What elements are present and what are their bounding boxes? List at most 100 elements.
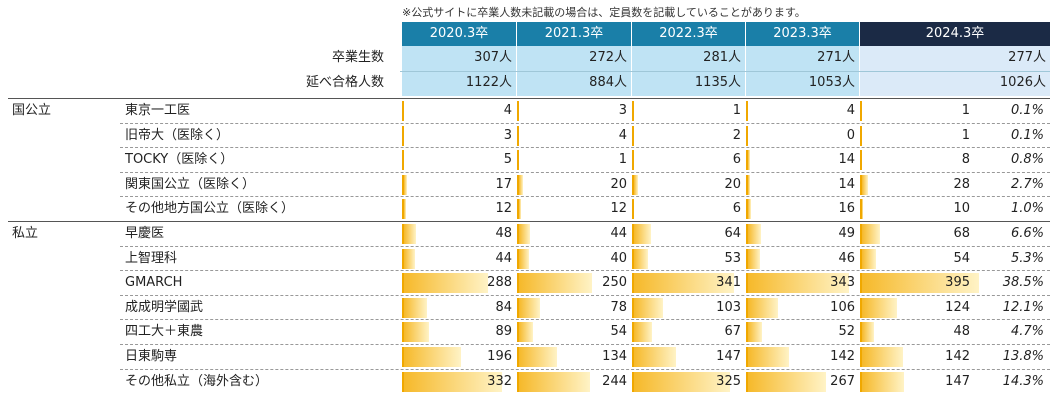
value-number: 12 (610, 201, 627, 216)
value-number: 8 (961, 152, 970, 167)
value-bar (860, 347, 903, 367)
stat-value: 1026人 (999, 75, 1046, 90)
row-label: 成成明学國武 (125, 300, 204, 315)
value-bar (517, 322, 534, 342)
percentage: 1.0% (1010, 201, 1044, 216)
row-label: GMARCH (125, 275, 183, 290)
value-bar (402, 347, 461, 367)
row-divider (120, 295, 1050, 296)
value-number: 288 (487, 275, 512, 290)
value-number: 78 (610, 300, 627, 315)
value-bar (746, 224, 761, 244)
row-divider (120, 319, 1050, 320)
row-label: 日東駒専 (125, 349, 178, 364)
value-bar (402, 322, 429, 342)
percentage: 13.8% (1002, 349, 1044, 364)
value-bar (746, 249, 760, 269)
value-bar (517, 199, 521, 219)
value-bar (632, 199, 634, 219)
year-header: 2020.3卒 (402, 22, 516, 46)
value-number: 54 (953, 251, 970, 266)
value-number: 68 (953, 226, 970, 241)
percentage: 0.8% (1010, 152, 1044, 167)
value-bar (746, 175, 751, 195)
value-bar (402, 150, 404, 170)
row-label: その他地方国公立（医除く） (125, 201, 295, 216)
value-bar (402, 126, 404, 146)
value-number: 332 (487, 374, 512, 389)
value-bar (860, 199, 863, 219)
value-bar (402, 175, 408, 195)
value-bar (860, 224, 881, 244)
section-name: 私立 (12, 226, 39, 241)
note: ※公式サイトに卒業人数未記載の場合は、定員数を記載していることがあります。 (402, 6, 806, 19)
stat-value: 277人 (1008, 50, 1046, 65)
value-bar (860, 249, 877, 269)
value-number: 84 (495, 300, 512, 315)
percentage: 0.1% (1010, 128, 1044, 143)
value-bar (746, 126, 748, 146)
value-bar (402, 298, 428, 318)
value-bar (632, 249, 648, 269)
row-divider (120, 270, 1050, 271)
row-divider (120, 369, 1050, 370)
value-number: 3 (618, 103, 627, 118)
value-number: 48 (495, 226, 512, 241)
value-number: 4 (618, 128, 627, 143)
percentage: 4.7% (1010, 324, 1044, 339)
value-bar (517, 273, 592, 293)
value-bar (632, 175, 638, 195)
row-label: その他私立（海外含む） (125, 374, 269, 389)
stat-separator (400, 71, 1050, 72)
row-label: 上智理科 (125, 251, 178, 266)
value-number: 196 (487, 349, 512, 364)
section-line (8, 98, 1050, 99)
value-number: 6 (732, 152, 741, 167)
stat-value: 1053人 (808, 75, 855, 90)
value-bar (860, 126, 862, 146)
value-number: 3 (503, 128, 512, 143)
value-number: 325 (716, 374, 741, 389)
value-bar (746, 101, 748, 121)
section-name: 国公立 (12, 103, 52, 118)
value-number: 64 (724, 226, 741, 241)
year-header: 2022.3卒 (632, 22, 745, 46)
value-number: 5 (503, 152, 512, 167)
value-bar (860, 298, 898, 318)
row-label: 東京一工医 (125, 103, 191, 118)
value-bar (517, 298, 541, 318)
value-number: 250 (602, 275, 627, 290)
value-bar (860, 322, 875, 342)
value-number: 54 (610, 324, 627, 339)
value-bar (517, 347, 558, 367)
value-number: 106 (830, 300, 855, 315)
row-label: TOCKY（医除く） (125, 152, 234, 167)
value-number: 46 (838, 251, 855, 266)
value-bar (517, 372, 591, 392)
value-number: 142 (830, 349, 855, 364)
value-number: 124 (945, 300, 970, 315)
percentage: 6.6% (1010, 226, 1044, 241)
value-bar (746, 298, 778, 318)
value-number: 2 (732, 128, 741, 143)
value-number: 103 (716, 300, 741, 315)
row-label: 四工大＋東農 (125, 324, 204, 339)
stat-value: 307人 (474, 50, 512, 65)
value-number: 1 (732, 103, 741, 118)
percentage: 0.1% (1010, 103, 1044, 118)
year-header: 2024.3卒 (860, 22, 1050, 46)
stat-value: 271人 (817, 50, 855, 65)
percentage: 14.3% (1002, 374, 1044, 389)
value-number: 341 (716, 275, 741, 290)
value-number: 14 (838, 177, 855, 192)
value-bar (402, 273, 489, 293)
value-bar (402, 372, 502, 392)
year-header: 2021.3卒 (517, 22, 631, 46)
value-number: 4 (503, 103, 512, 118)
stat-label: 延べ合格人数 (305, 75, 384, 90)
value-number: 89 (495, 324, 512, 339)
value-bar (746, 199, 751, 219)
value-bar (402, 101, 404, 121)
value-bar (632, 372, 730, 392)
value-bar (860, 175, 869, 195)
